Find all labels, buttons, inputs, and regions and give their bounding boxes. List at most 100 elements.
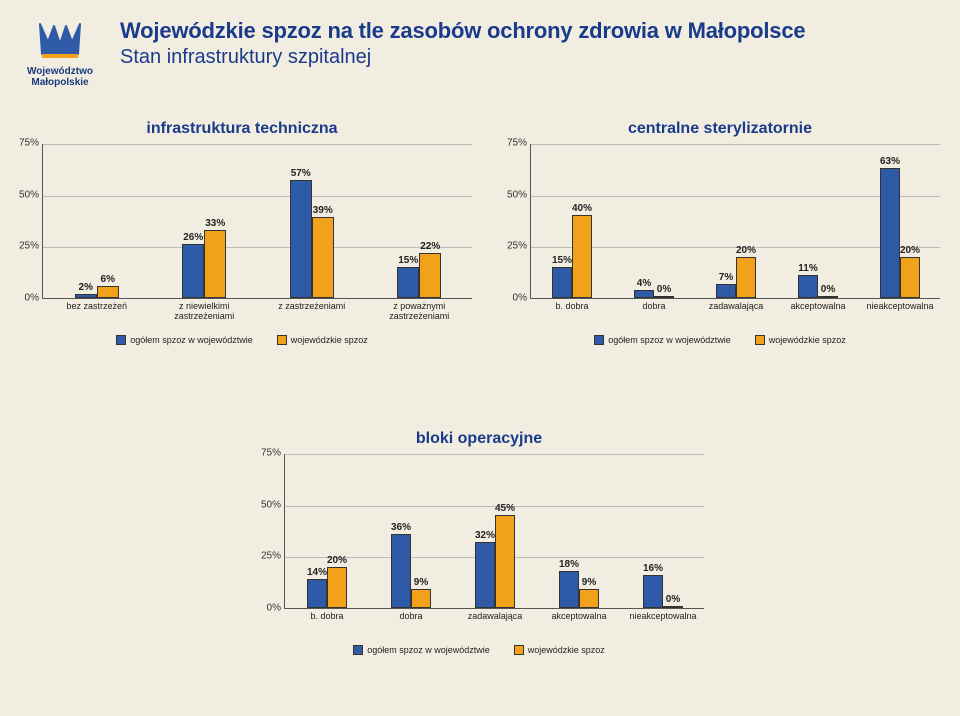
bar-value-label: 4% xyxy=(637,278,651,289)
bar-series-a: 32% xyxy=(475,542,495,608)
bar-series-a: 15% xyxy=(397,267,419,298)
bar-group: 15%22% xyxy=(366,253,474,298)
bar-value-label: 2% xyxy=(79,282,93,293)
plot-area: 0%25%50%75%2%6%bez zastrzeżeń26%33%z nie… xyxy=(42,144,472,299)
legend-item: ogółem spzoz w województwie xyxy=(353,645,490,655)
bar-series-a: 16% xyxy=(643,575,663,608)
bar-series-a: 36% xyxy=(391,534,411,608)
bar-group: 18%9% xyxy=(537,571,621,608)
bar-value-label: 7% xyxy=(719,272,733,283)
legend-item: ogółem spzoz w województwie xyxy=(116,335,253,345)
bar-value-label: 18% xyxy=(559,559,579,570)
bar-series-a: 14% xyxy=(307,579,327,608)
bar-value-label: 40% xyxy=(572,203,592,214)
bar-value-label: 39% xyxy=(313,205,333,216)
y-tick: 75% xyxy=(507,138,531,149)
y-tick: 25% xyxy=(507,241,531,252)
bar-series-a: 26% xyxy=(182,244,204,298)
bar-value-label: 57% xyxy=(291,168,311,179)
bar-series-b: 40% xyxy=(572,215,592,298)
bar-series-b: 9% xyxy=(579,589,599,608)
page-subtitle: Stan infrastruktury szpitalnej xyxy=(120,46,805,69)
legend-swatch xyxy=(277,335,287,345)
bar-value-label: 0% xyxy=(657,284,671,295)
bar-value-label: 63% xyxy=(880,156,900,167)
chart-infrastruktura: infrastruktura techniczna0%25%50%75%2%6%… xyxy=(12,120,472,345)
y-tick: 50% xyxy=(507,189,531,200)
logo-text-bottom: Małopolskie xyxy=(20,77,100,88)
x-category-label: dobra xyxy=(369,608,453,622)
y-tick: 50% xyxy=(19,189,43,200)
x-category-label: zadawalająca xyxy=(453,608,537,622)
bar-series-a: 7% xyxy=(716,284,736,298)
x-category-label: zadawalająca xyxy=(695,298,777,312)
bar-group: 26%33% xyxy=(151,230,259,298)
bar-value-label: 9% xyxy=(414,577,428,588)
bar-value-label: 45% xyxy=(495,503,515,514)
bar-series-b: 20% xyxy=(327,567,347,608)
bar-series-a: 15% xyxy=(552,267,572,298)
bar-series-b: 33% xyxy=(204,230,226,298)
x-category-label: b. dobra xyxy=(285,608,369,622)
y-tick: 25% xyxy=(19,241,43,252)
legend-label: ogółem spzoz w województwie xyxy=(130,335,253,345)
bar-group: 36%9% xyxy=(369,534,453,608)
bar-series-a: 57% xyxy=(290,180,312,298)
bar-series-a: 11% xyxy=(798,275,818,298)
bar-series-b: 39% xyxy=(312,217,334,298)
legend-label: wojewódzkie spzoz xyxy=(769,335,846,345)
bar-value-label: 33% xyxy=(205,218,225,229)
bar-series-a: 63% xyxy=(880,168,900,298)
legend-swatch xyxy=(755,335,765,345)
bar-group: 32%45% xyxy=(453,515,537,608)
legend-item: wojewódzkie spzoz xyxy=(277,335,368,345)
bar-group: 16%0% xyxy=(621,575,705,608)
plot-area: 0%25%50%75%15%40%b. dobra4%0%dobra7%20%z… xyxy=(530,144,940,299)
x-category-label: b. dobra xyxy=(531,298,613,312)
page-title-block: Wojewódzkie spzoz na tle zasobów ochrony… xyxy=(120,18,805,69)
bar-value-label: 9% xyxy=(582,577,596,588)
legend-label: wojewódzkie spzoz xyxy=(528,645,605,655)
bar-value-label: 20% xyxy=(736,245,756,256)
x-category-label: akceptowalna xyxy=(777,298,859,312)
x-category-label: z poważnymi zastrzeżeniami xyxy=(366,298,474,322)
bar-group: 2%6% xyxy=(43,286,151,298)
chart-title: bloki operacyjne xyxy=(254,430,704,448)
bar-value-label: 36% xyxy=(391,522,411,533)
chart-title: infrastruktura techniczna xyxy=(12,120,472,138)
x-category-label: dobra xyxy=(613,298,695,312)
bar-value-label: 14% xyxy=(307,567,327,578)
bar-group: 57%39% xyxy=(258,180,366,298)
chart-legend: ogółem spzoz w województwie wojewódzkie s… xyxy=(500,335,940,345)
bar-value-label: 6% xyxy=(101,274,115,285)
chart-legend: ogółem spzoz w województwie wojewódzkie s… xyxy=(254,645,704,655)
region-logo: Województwo Małopolskie xyxy=(20,12,100,88)
y-tick: 0% xyxy=(25,293,43,304)
y-tick: 75% xyxy=(19,138,43,149)
x-category-label: nieakceptowalna xyxy=(621,608,705,622)
bar-value-label: 15% xyxy=(552,255,572,266)
bar-series-a: 18% xyxy=(559,571,579,608)
y-tick: 25% xyxy=(261,551,285,562)
chart-bloki: bloki operacyjne0%25%50%75%14%20%b. dobr… xyxy=(254,430,704,655)
bar-series-a: 4% xyxy=(634,290,654,298)
bar-series-b: 20% xyxy=(736,257,756,298)
legend-swatch xyxy=(116,335,126,345)
crown-icon xyxy=(34,12,86,64)
bar-value-label: 0% xyxy=(666,594,680,605)
x-category-label: akceptowalna xyxy=(537,608,621,622)
legend-item: wojewódzkie spzoz xyxy=(755,335,846,345)
bar-value-label: 32% xyxy=(475,530,495,541)
legend-item: ogółem spzoz w województwie xyxy=(594,335,731,345)
y-tick: 75% xyxy=(261,448,285,459)
bar-series-b: 6% xyxy=(97,286,119,298)
x-category-label: z zastrzeżeniami xyxy=(258,298,366,312)
bar-group: 11%0% xyxy=(777,275,859,298)
chart-legend: ogółem spzoz w województwie wojewódzkie s… xyxy=(12,335,472,345)
bar-value-label: 15% xyxy=(398,255,418,266)
chart-sterylizatornie: centralne sterylizatornie0%25%50%75%15%4… xyxy=(500,120,940,345)
legend-swatch xyxy=(594,335,604,345)
bar-series-b: 45% xyxy=(495,515,515,608)
x-category-label: nieakceptowalna xyxy=(859,298,941,312)
legend-label: wojewódzkie spzoz xyxy=(291,335,368,345)
